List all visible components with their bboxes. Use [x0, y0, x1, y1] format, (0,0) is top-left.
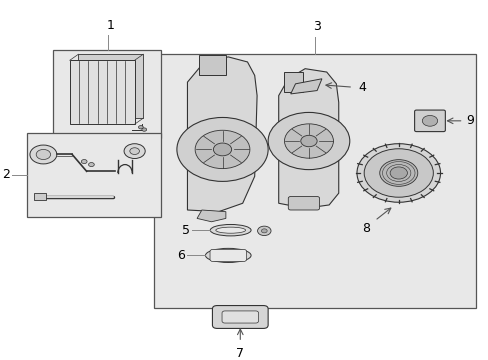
Bar — [70, 60, 134, 124]
Circle shape — [30, 145, 57, 164]
Polygon shape — [199, 55, 225, 75]
Circle shape — [284, 124, 333, 158]
FancyBboxPatch shape — [212, 306, 267, 328]
FancyBboxPatch shape — [288, 197, 319, 210]
Polygon shape — [290, 79, 321, 94]
Circle shape — [195, 130, 249, 168]
Ellipse shape — [205, 248, 250, 262]
Text: 5: 5 — [182, 224, 189, 237]
Circle shape — [130, 148, 139, 154]
Bar — [53, 50, 161, 138]
Circle shape — [36, 149, 50, 159]
Circle shape — [81, 159, 87, 163]
Circle shape — [364, 149, 432, 197]
Circle shape — [177, 117, 267, 181]
Text: 8: 8 — [361, 222, 369, 235]
Text: 3: 3 — [312, 21, 321, 33]
Circle shape — [124, 144, 145, 158]
Circle shape — [300, 135, 317, 147]
Polygon shape — [187, 57, 257, 212]
Circle shape — [213, 143, 231, 156]
Text: 9: 9 — [465, 114, 473, 127]
FancyBboxPatch shape — [222, 311, 258, 323]
Text: 2: 2 — [2, 168, 10, 181]
FancyBboxPatch shape — [210, 249, 246, 261]
Circle shape — [379, 159, 417, 186]
Circle shape — [261, 229, 266, 233]
Circle shape — [88, 163, 94, 167]
Circle shape — [267, 112, 349, 170]
Circle shape — [389, 167, 407, 179]
Bar — [34, 193, 46, 200]
Polygon shape — [278, 69, 338, 208]
Ellipse shape — [215, 227, 245, 233]
Bar — [78, 54, 143, 118]
Bar — [26, 132, 161, 217]
Text: 1: 1 — [106, 19, 114, 32]
Text: 6: 6 — [177, 249, 184, 262]
Bar — [154, 54, 475, 307]
Polygon shape — [197, 210, 225, 222]
Circle shape — [356, 144, 440, 202]
Circle shape — [142, 128, 146, 131]
Circle shape — [257, 226, 270, 235]
FancyBboxPatch shape — [414, 110, 445, 132]
Circle shape — [422, 116, 437, 126]
Text: 4: 4 — [357, 81, 365, 94]
Text: 7: 7 — [236, 347, 244, 360]
Ellipse shape — [210, 225, 250, 236]
Circle shape — [138, 126, 143, 129]
Polygon shape — [283, 72, 302, 92]
